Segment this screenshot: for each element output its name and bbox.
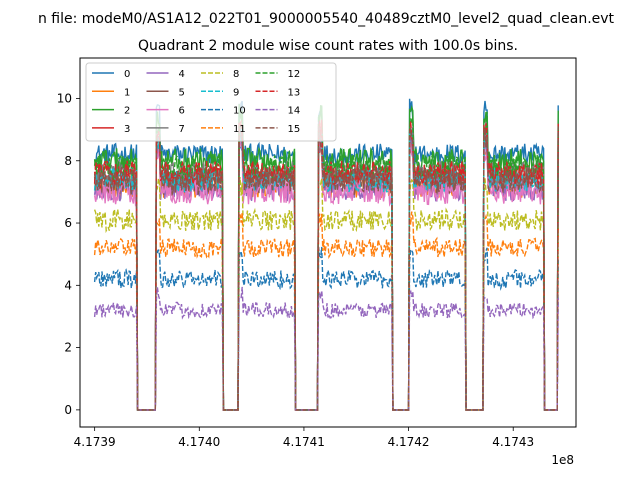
legend-label: 7: [179, 124, 185, 135]
y-tick-label: 2: [64, 341, 72, 355]
legend-label: 9: [233, 87, 239, 98]
legend-label: 3: [124, 124, 130, 135]
legend-label: 13: [288, 87, 301, 98]
legend-label: 5: [179, 87, 185, 98]
chart-suptitle: n file: modeM0/AS1A12_022T01_9000005540_…: [38, 11, 615, 27]
legend-label: 6: [179, 106, 185, 117]
x-tick-label: 4.1739: [74, 435, 116, 449]
legend-label: 4: [179, 69, 185, 80]
series-line-9: [93, 125, 559, 411]
legend-label: 2: [124, 106, 130, 117]
x-tick-label: 4.1743: [492, 435, 534, 449]
x-tick-label: 4.1740: [178, 435, 220, 449]
legend-label: 12: [288, 69, 301, 80]
y-tick-label: 0: [64, 403, 72, 417]
legend-label: 10: [233, 106, 246, 117]
series-line-14: [93, 286, 559, 411]
y-axis: 0 2 4 6 8 10: [57, 91, 80, 417]
series-line-8: [93, 177, 559, 411]
legend-box: [85, 62, 337, 142]
series-layer: [93, 98, 559, 411]
y-tick-label: 6: [64, 216, 72, 230]
legend-label: 1: [124, 87, 130, 98]
legend-label: 0: [124, 69, 130, 80]
legend-label: 11: [233, 124, 246, 135]
chart-title: Quadrant 2 module wise count rates with …: [138, 38, 518, 54]
y-tick-label: 4: [64, 278, 72, 292]
plot-area: [79, 57, 577, 428]
series-line-0: [94, 98, 559, 411]
series-line-10: [93, 246, 559, 411]
legend-label: 14: [288, 106, 301, 117]
y-tick-label: 8: [64, 154, 72, 168]
axes-frame: [79, 57, 577, 428]
x-tick-label: 4.1742: [388, 435, 430, 449]
y-tick-label: 10: [57, 91, 72, 105]
legend-label: 15: [288, 124, 301, 135]
x-offset-label: 1e8: [551, 453, 574, 467]
series-line-15: [93, 125, 559, 411]
x-tick-label: 4.1741: [283, 435, 325, 449]
legend-label: 8: [233, 69, 239, 80]
x-axis: 4.1739 4.1740 4.1741 4.1742 4.1743: [74, 427, 534, 449]
